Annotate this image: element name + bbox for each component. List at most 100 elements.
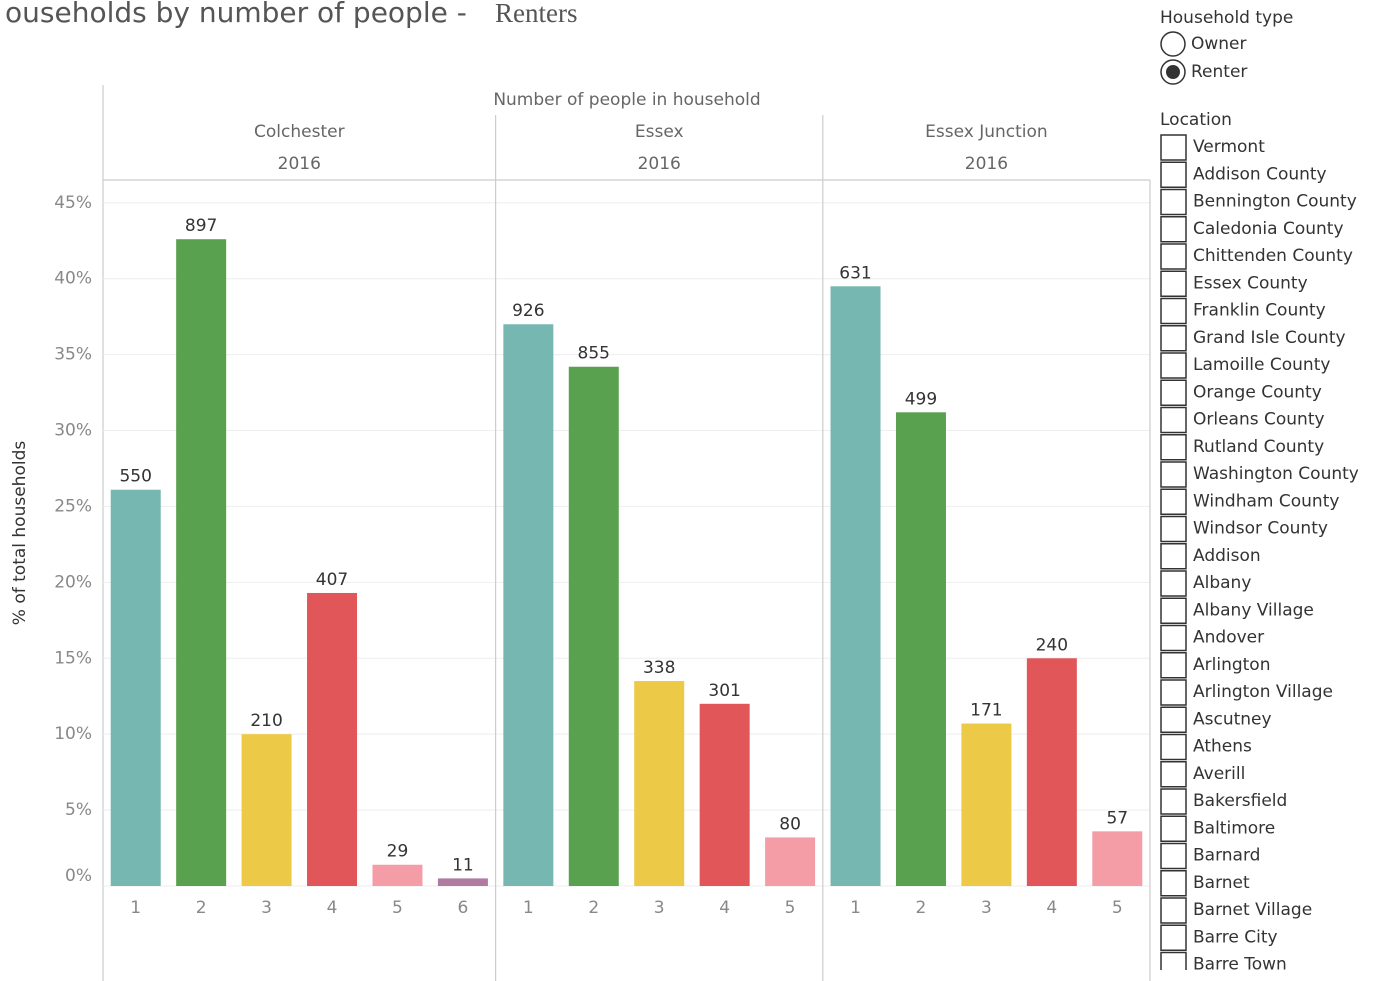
- y-tick-label: 20%: [54, 572, 92, 592]
- checkbox[interactable]: [1160, 216, 1187, 243]
- checkbox-label[interactable]: Addison: [1193, 546, 1261, 566]
- checkbox-label[interactable]: Vermont: [1193, 137, 1265, 157]
- checkbox[interactable]: [1160, 570, 1187, 597]
- checkbox-label[interactable]: Barnet Village: [1193, 900, 1312, 920]
- x-tick-label: 6: [457, 898, 468, 918]
- x-tick-label: 2: [196, 898, 207, 918]
- bar: [1092, 831, 1143, 886]
- checkbox-label[interactable]: Bennington County: [1193, 192, 1357, 212]
- checkbox-label[interactable]: Windsor County: [1193, 519, 1328, 539]
- checkbox[interactable]: [1160, 652, 1187, 679]
- checkbox-label[interactable]: Bakersfield: [1193, 791, 1287, 811]
- checkbox-label[interactable]: Orange County: [1193, 382, 1322, 402]
- bar: [110, 489, 161, 886]
- checkbox-label[interactable]: Barnard: [1193, 846, 1260, 866]
- data-label: 631: [839, 263, 871, 283]
- x-tick-label: 3: [981, 898, 992, 918]
- checkbox[interactable]: [1160, 870, 1187, 897]
- checkbox-label[interactable]: Andover: [1193, 628, 1264, 648]
- checkbox[interactable]: [1160, 434, 1187, 461]
- checkbox-label[interactable]: Windham County: [1193, 491, 1339, 511]
- bar: [307, 592, 358, 886]
- checkbox-label[interactable]: Averill: [1193, 764, 1245, 784]
- checkbox[interactable]: [1160, 379, 1187, 406]
- bar: [568, 366, 619, 886]
- x-tick-label: 3: [654, 898, 665, 918]
- checkbox-label[interactable]: Arlington: [1193, 655, 1270, 675]
- checkbox-label[interactable]: Albany: [1193, 573, 1251, 593]
- bar: [699, 703, 750, 886]
- checkbox[interactable]: [1160, 461, 1187, 488]
- x-tick-label: 2: [916, 898, 927, 918]
- checkbox[interactable]: [1160, 270, 1187, 297]
- checkbox[interactable]: [1160, 624, 1187, 652]
- radio-label[interactable]: Renter: [1191, 62, 1247, 82]
- x-tick-label: 5: [1112, 898, 1123, 918]
- checkbox-label[interactable]: Barre City: [1193, 927, 1278, 947]
- checkbox[interactable]: [1160, 134, 1187, 161]
- bar: [961, 723, 1012, 886]
- checkbox[interactable]: [1160, 788, 1187, 815]
- y-tick-label: 25%: [54, 496, 92, 516]
- checkbox[interactable]: [1160, 679, 1187, 706]
- checkbox-label[interactable]: Lamoille County: [1193, 355, 1330, 375]
- x-tick-label: 1: [523, 898, 534, 918]
- y-tick-label: 10%: [54, 724, 92, 744]
- y-tick-label: 35%: [54, 345, 92, 365]
- checkbox-label[interactable]: Barre Town: [1193, 955, 1287, 975]
- checkbox[interactable]: [1160, 297, 1187, 325]
- checkbox[interactable]: [1160, 243, 1187, 270]
- checkbox[interactable]: [1160, 406, 1187, 434]
- checkbox-label[interactable]: Essex County: [1193, 273, 1308, 293]
- x-tick-label: 5: [785, 898, 796, 918]
- panel-year: 2016: [638, 154, 681, 174]
- checkbox-label[interactable]: Grand Isle County: [1193, 328, 1346, 348]
- y-tick-label: 40%: [54, 269, 92, 289]
- checkbox[interactable]: [1160, 951, 1187, 978]
- checkbox-label[interactable]: Addison County: [1193, 164, 1327, 184]
- checkbox-label[interactable]: Rutland County: [1193, 437, 1324, 457]
- bar: [372, 864, 423, 886]
- checkbox[interactable]: [1160, 842, 1187, 870]
- x-tick-label: 4: [1046, 898, 1057, 918]
- checkbox-label[interactable]: Albany Village: [1193, 600, 1314, 620]
- checkbox[interactable]: [1160, 597, 1187, 624]
- data-label: 11: [452, 855, 474, 875]
- checkbox-label[interactable]: Caledonia County: [1193, 219, 1344, 239]
- y-tick-label: 5%: [65, 800, 92, 820]
- title: ouseholds by number of people -: [5, 0, 467, 29]
- checkbox-label[interactable]: Ascutney: [1193, 709, 1272, 729]
- x-tick-label: 1: [850, 898, 861, 918]
- household-type-title: Household type: [1160, 8, 1293, 28]
- checkbox[interactable]: [1160, 706, 1187, 733]
- bar: [634, 681, 685, 886]
- data-label: 301: [708, 681, 740, 701]
- checkbox[interactable]: [1160, 188, 1187, 216]
- radio-button[interactable]: [1160, 31, 1186, 57]
- checkbox[interactable]: [1160, 543, 1187, 570]
- radio-dot: [1166, 65, 1180, 79]
- checkbox[interactable]: [1160, 515, 1187, 543]
- checkbox-label[interactable]: Barnet: [1193, 873, 1250, 893]
- checkbox-label[interactable]: Franklin County: [1193, 301, 1326, 321]
- checkbox[interactable]: [1160, 733, 1187, 761]
- checkbox-label[interactable]: Baltimore: [1193, 818, 1275, 838]
- panel-name: Colchester: [254, 122, 345, 142]
- checkbox[interactable]: [1160, 761, 1187, 788]
- bar: [1026, 658, 1077, 886]
- checkbox[interactable]: [1160, 924, 1187, 951]
- checkbox-label[interactable]: Washington County: [1193, 464, 1359, 484]
- checkbox[interactable]: [1160, 352, 1187, 379]
- bar: [437, 878, 488, 886]
- checkbox[interactable]: [1160, 897, 1187, 924]
- title-type: Renters: [495, 0, 577, 28]
- checkbox-label[interactable]: Arlington Village: [1193, 682, 1333, 702]
- checkbox[interactable]: [1160, 161, 1187, 188]
- checkbox-label[interactable]: Chittenden County: [1193, 246, 1353, 266]
- checkbox[interactable]: [1160, 488, 1187, 515]
- checkbox-label[interactable]: Athens: [1193, 737, 1252, 757]
- checkbox[interactable]: [1160, 325, 1187, 352]
- checkbox-label[interactable]: Orleans County: [1193, 410, 1325, 430]
- radio-label[interactable]: Owner: [1191, 34, 1247, 54]
- checkbox[interactable]: [1160, 815, 1187, 842]
